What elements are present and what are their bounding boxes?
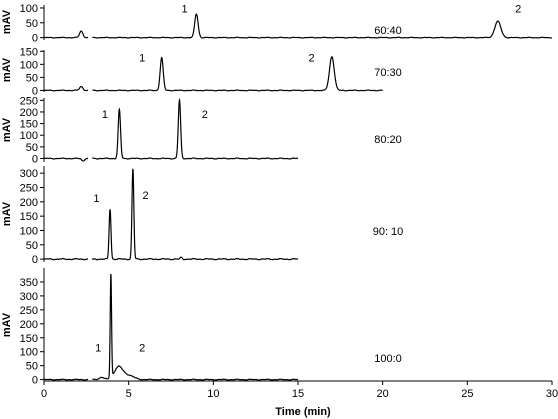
y-tick-label: 150 [20, 211, 38, 223]
peak-label: 2 [308, 53, 314, 65]
peak-label: 1 [102, 109, 108, 121]
y-tick-label: 0 [32, 154, 38, 166]
y-tick-label: 250 [20, 305, 38, 317]
chromatogram-trace [43, 168, 299, 261]
x-tick-label: 15 [292, 388, 304, 400]
x-tick-label: 5 [126, 388, 132, 400]
x-tick-label: 0 [41, 388, 47, 400]
peak-label: 2 [515, 3, 521, 15]
y-tick-label: 100 [20, 347, 38, 359]
y-tick-label: 250 [20, 182, 38, 194]
y-tick-label: 100 [20, 3, 38, 15]
peak-label: 2 [143, 190, 149, 202]
x-tick-label: 25 [461, 388, 473, 400]
y-tick-label: 100 [20, 225, 38, 237]
y-tick-label: 0 [32, 33, 38, 45]
peak-label: 1 [181, 3, 187, 15]
x-tick-label: 30 [546, 388, 558, 400]
condition-label: 90: 10 [373, 226, 404, 238]
y-axis-label: mAV [1, 312, 13, 337]
y-tick-label: 250 [20, 95, 38, 107]
panel-4: 0 50 100 150 200 250 300 mAV 1 2 90: 10 [1, 166, 403, 266]
y-tick-label: 100 [20, 130, 38, 142]
y-tick-label: 300 [20, 291, 38, 303]
x-tick-label: 20 [377, 388, 389, 400]
y-tick-label: 50 [26, 361, 38, 373]
chromatogram-trace [43, 56, 383, 92]
y-tick-label: 150 [20, 46, 38, 58]
condition-label: 60:40 [374, 25, 402, 37]
y-tick-label: 50 [26, 18, 38, 30]
condition-label: 100:0 [374, 353, 402, 365]
y-tick-label: 200 [20, 319, 38, 331]
x-axis-label: Time (min) [275, 406, 331, 418]
y-tick-label: 150 [20, 333, 38, 345]
peak-label: 2 [139, 343, 145, 355]
condition-label: 80:20 [374, 134, 402, 146]
chromatogram-trace [43, 273, 299, 381]
y-axis-label: mAV [1, 57, 13, 82]
y-tick-label: 50 [26, 72, 38, 84]
chromatogram-trace [43, 13, 553, 39]
peak-label: 1 [139, 53, 145, 65]
y-axis-label: mAV [1, 117, 13, 142]
peak-label: 2 [202, 109, 208, 121]
peak-label: 1 [93, 193, 99, 205]
panel-5: 0 50 100 150 200 250 300 350 mAV 1 2 100:0 [1, 268, 402, 387]
x-axis: 0 5 10 15 20 25 30 [41, 380, 558, 400]
y-tick-label: 150 [20, 119, 38, 131]
y-tick-label: 0 [32, 254, 38, 266]
y-tick-label: 350 [20, 277, 38, 289]
y-tick-label: 100 [20, 59, 38, 71]
panel-1: 0 50 100 mAV 1 2 60:40 [1, 3, 553, 45]
y-tick-label: 0 [32, 85, 38, 97]
condition-label: 70:30 [374, 67, 402, 79]
y-tick-label: 50 [26, 142, 38, 154]
y-axis-label: mAV [1, 9, 13, 34]
y-tick-label: 50 [26, 240, 38, 252]
chromatogram-trace [43, 97, 299, 162]
y-tick-label: 200 [20, 197, 38, 209]
x-tick-label: 10 [207, 388, 219, 400]
y-tick-label: 300 [20, 168, 38, 180]
y-tick-label: 200 [20, 107, 38, 119]
y-tick-label: 0 [32, 375, 38, 387]
y-axis-label: mAV [1, 201, 13, 226]
peak-label: 1 [95, 343, 101, 355]
